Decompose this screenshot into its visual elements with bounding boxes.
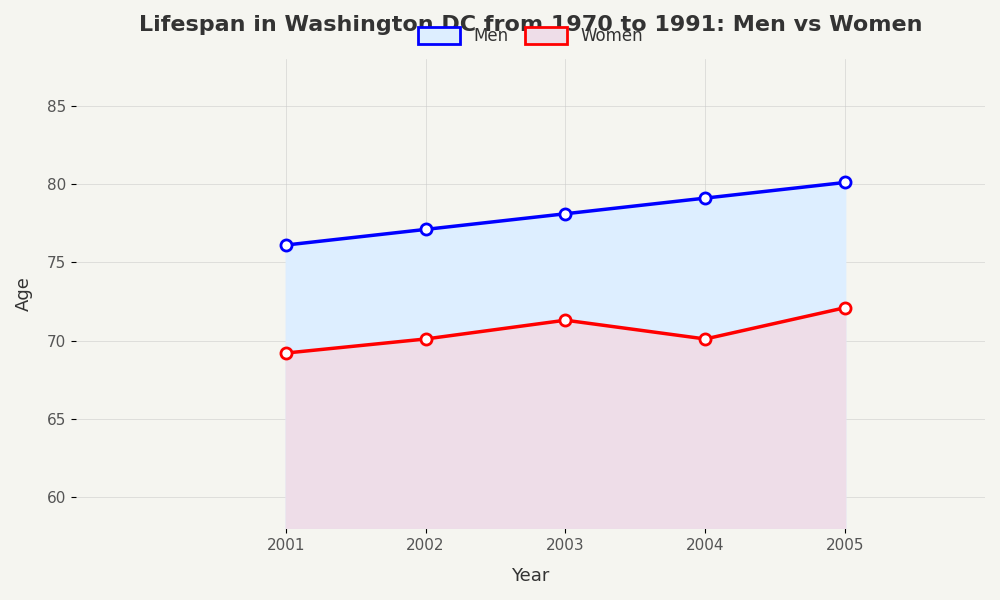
Title: Lifespan in Washington DC from 1970 to 1991: Men vs Women: Lifespan in Washington DC from 1970 to 1… — [139, 15, 922, 35]
Y-axis label: Age: Age — [15, 276, 33, 311]
X-axis label: Year: Year — [511, 567, 550, 585]
Legend: Men, Women: Men, Women — [412, 20, 649, 52]
